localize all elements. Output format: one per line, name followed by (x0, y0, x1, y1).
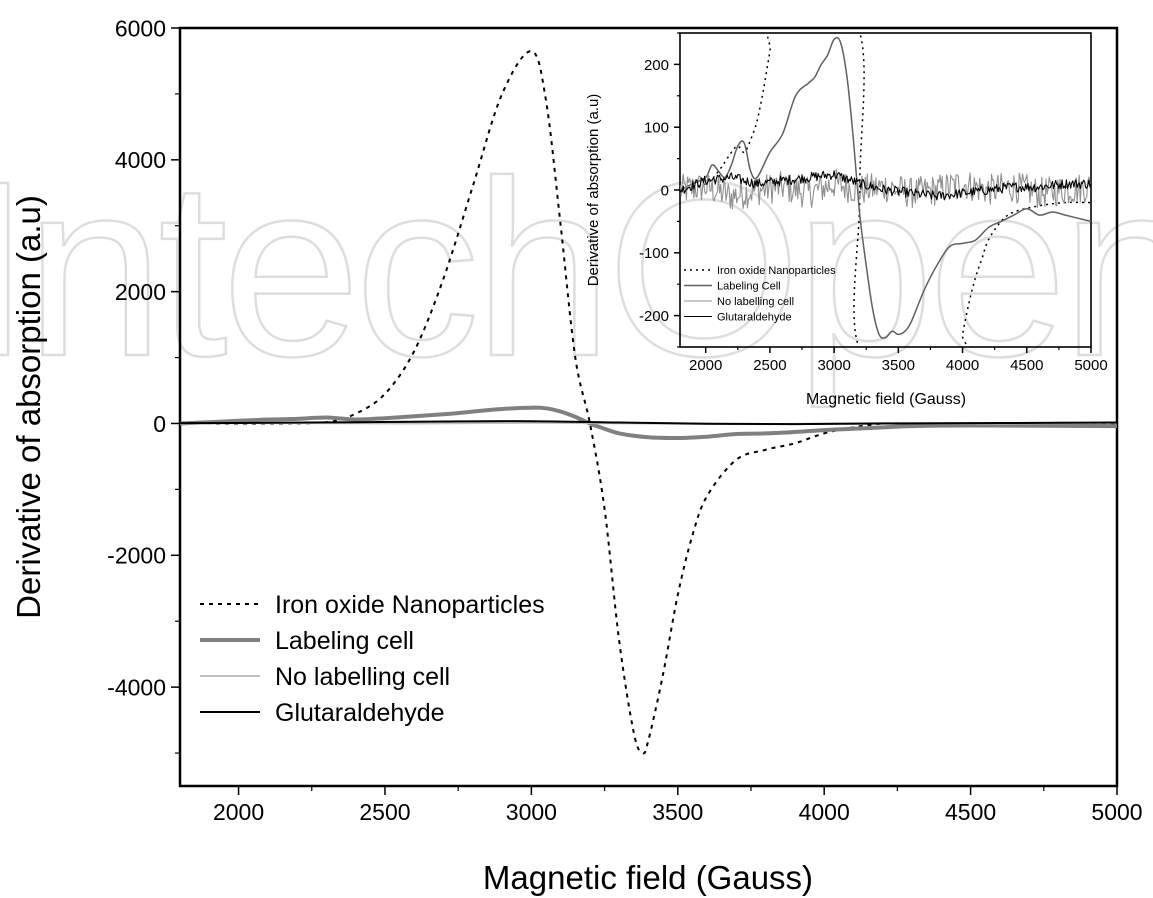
x-tick-label: 3500 (882, 357, 915, 374)
x-tick-label: 4500 (1010, 357, 1043, 374)
x-tick-label: 2500 (753, 357, 786, 374)
legend-label-no-labelling-cell: No labelling cell (717, 296, 794, 308)
x-tick-label: 5000 (1091, 799, 1142, 825)
y-tick-label: -100 (639, 245, 669, 262)
legend-label-labeling-cell: Labeling Cell (717, 280, 781, 292)
inset-x-axis: 2000 2500 3000 3500 4000 4500 5000 (689, 347, 1108, 374)
y-tick-label: 2000 (115, 279, 166, 305)
main-plot-frame (178, 26, 1119, 788)
main-legend: Iron oxide Nanoparticles Labeling cell No … (200, 591, 545, 727)
y-tick-label: -4000 (107, 674, 166, 700)
legend-label-labeling-cell: Labeling cell (275, 627, 414, 655)
x-tick-label: 4000 (799, 799, 850, 825)
legend-label-glutaraldehyde: Glutaraldehyde (275, 699, 445, 727)
inset-series-labeling-cell (680, 36, 1091, 339)
inset-x-axis-label: Magnetic field (Gauss) (806, 391, 966, 408)
x-tick-label: 4000 (946, 357, 979, 374)
x-tick-label: 5000 (1074, 357, 1107, 374)
x-tick-label: 3000 (506, 799, 557, 825)
x-tick-label: 3500 (652, 799, 703, 825)
x-tick-label: 2000 (213, 799, 264, 825)
main-x-axis-label: Magnetic field (Gauss) (483, 859, 813, 896)
x-tick-label: 4500 (945, 799, 996, 825)
legend-label-iron-oxide-nanoparticles: Iron oxide Nanoparticles (275, 591, 545, 619)
y-tick-label: 4000 (115, 147, 166, 173)
y-tick-label: 200 (644, 57, 669, 74)
inset-legend: Iron oxide Nanoparticles Labeling Cell No … (684, 265, 836, 323)
main-x-axis: 2000 2500 3000 3500 4000 4500 5000 (213, 786, 1143, 825)
inset-y-axis: -200 -100 0 100 200 (639, 32, 680, 348)
inset-series-iron-oxide-nanoparticles (680, 33, 1091, 347)
main-plot: 2000 2500 3000 3500 4000 4500 5000 -4000-20000… (10, 15, 1143, 896)
main-series-glutaraldehyde (180, 420, 1117, 426)
y-tick-label: 6000 (115, 15, 166, 41)
y-tick-label: 100 (644, 120, 669, 137)
main-y-axis-label: Derivative of absorption (a.u) (10, 195, 47, 619)
inset-series-group (680, 33, 1091, 347)
main-y-axis: -4000 -2000 0 2000 4000 6000 (107, 15, 180, 754)
inset-series-no-labelling-cell (680, 168, 1091, 210)
inset-series-glutaraldehyde (680, 170, 1091, 201)
y-tick-label: -200 (639, 308, 669, 325)
y-tick-label: 0 (153, 411, 166, 437)
x-tick-label: 2500 (359, 799, 410, 825)
x-tick-label: 3000 (817, 357, 850, 374)
main-series-labeling-cell (180, 405, 1117, 441)
inset-y-axis-label: Derivative of absorption (a.u) (585, 94, 602, 287)
y-tick-label: -2000 (107, 543, 166, 569)
watermark-logo: IntechOpen (0, 129, 1153, 408)
legend-label-iron-oxide-nanoparticles: Iron oxide Nanoparticles (717, 265, 836, 277)
inset-plot: 2000 2500 3000 3500 4000 4500 5000 -200 -100 0 10… (585, 32, 1108, 408)
legend-label-no-labelling-cell: No labelling cell (275, 663, 450, 691)
legend-label-glutaraldehyde: Glutaraldehyde (717, 311, 792, 323)
main-series-group (180, 50, 1117, 755)
x-tick-label: 2000 (689, 357, 722, 374)
y-tick-label: 0 (661, 182, 669, 199)
